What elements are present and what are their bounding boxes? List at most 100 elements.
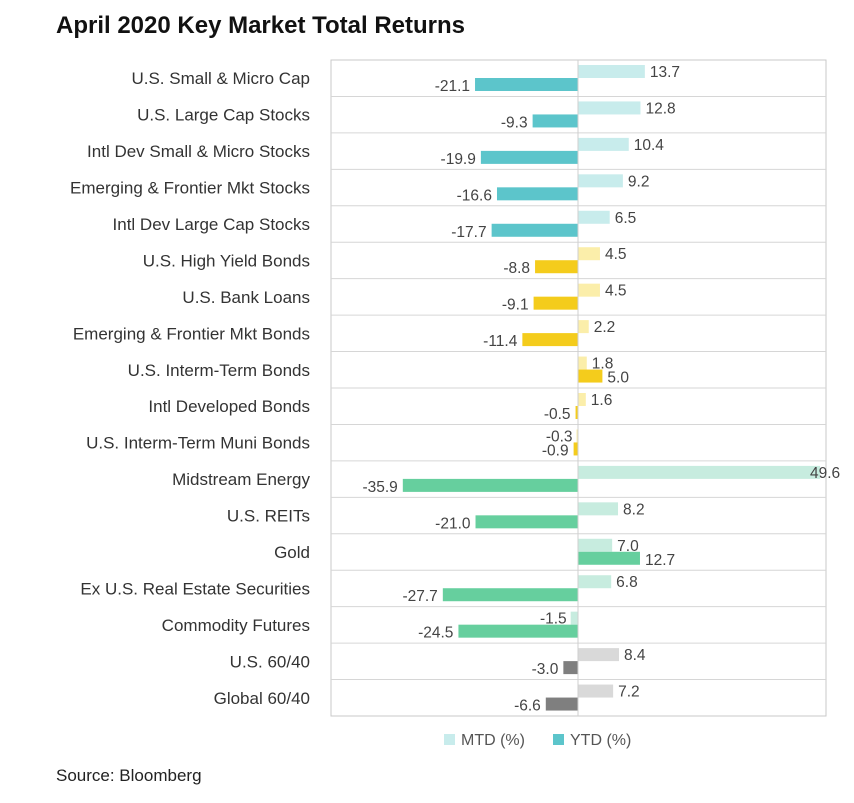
category-label-u-s-reits: U.S. REITs bbox=[227, 507, 310, 526]
label-mtd-u-s-large-cap-stocks: 12.8 bbox=[645, 100, 675, 117]
bar-mtd-u-s-small-and-micro-cap bbox=[578, 65, 645, 78]
bar-ytd-u-s-high-yield-bonds bbox=[535, 260, 578, 274]
legend-swatch-mtd bbox=[444, 734, 455, 745]
label-ytd-intl-dev-large-cap-stocks: -17.7 bbox=[451, 224, 486, 241]
label-mtd-intl-dev-large-cap-stocks: 6.5 bbox=[615, 210, 637, 227]
category-label-global-60-40: Global 60/40 bbox=[214, 689, 310, 708]
bar-mtd-emerging-and-frontier-mkt-stocks bbox=[578, 174, 623, 188]
label-mtd-u-s-bank-loans: 4.5 bbox=[605, 283, 627, 300]
bar-mtd-ex-u-s-real-estate-securities bbox=[578, 575, 612, 589]
label-ytd-intl-developed-bonds: -0.5 bbox=[544, 406, 571, 423]
bar-mtd-u-s-high-yield-bonds bbox=[578, 247, 600, 261]
bar-mtd-u-s-interm-term-muni-bonds bbox=[576, 429, 578, 443]
bar-ytd-u-s-small-and-micro-cap bbox=[475, 78, 578, 91]
legend-swatch-ytd bbox=[553, 734, 564, 745]
label-ytd-ex-u-s-real-estate-securities: -27.7 bbox=[402, 588, 437, 605]
label-mtd-u-s-60-40: 8.4 bbox=[624, 647, 646, 664]
label-mtd-intl-dev-small-and-micro-stocks: 10.4 bbox=[634, 137, 665, 154]
category-label-ex-u-s-real-estate-securities: Ex U.S. Real Estate Securities bbox=[80, 579, 310, 598]
label-mtd-u-s-reits: 8.2 bbox=[623, 501, 645, 518]
bar-mtd-u-s-60-40 bbox=[578, 648, 619, 662]
label-mtd-u-s-interm-term-bonds: 1.8 bbox=[592, 356, 614, 373]
label-ytd-u-s-bank-loans: -9.1 bbox=[502, 297, 529, 314]
label-mtd-midstream-energy: 49.6 bbox=[810, 465, 840, 482]
bar-mtd-u-s-reits bbox=[578, 502, 619, 516]
label-mtd-commodity-futures: -1.5 bbox=[540, 611, 567, 628]
bar-ytd-intl-dev-small-and-micro-stocks bbox=[480, 150, 578, 164]
label-ytd-emerging-and-frontier-mkt-bonds: -11.4 bbox=[483, 333, 518, 350]
bar-mtd-intl-developed-bonds bbox=[578, 393, 586, 406]
bar-ytd-emerging-and-frontier-mkt-bonds bbox=[522, 333, 578, 347]
bar-mtd-u-s-large-cap-stocks bbox=[578, 101, 641, 115]
bar-mtd-intl-dev-small-and-micro-stocks bbox=[578, 137, 629, 151]
source-note: Source: Bloomberg bbox=[56, 766, 202, 785]
label-mtd-gold: 7.0 bbox=[617, 538, 639, 555]
legend-label-mtd: MTD (%) bbox=[461, 732, 525, 749]
category-label-intl-dev-small-and-micro-stocks: Intl Dev Small & Micro Stocks bbox=[87, 142, 310, 161]
bar-mtd-u-s-bank-loans bbox=[578, 283, 600, 297]
legend-label-ytd: YTD (%) bbox=[570, 732, 631, 749]
label-mtd-u-s-interm-term-muni-bonds: -0.3 bbox=[546, 428, 573, 445]
bar-mtd-u-s-interm-term-bonds bbox=[578, 356, 587, 370]
category-labels: U.S. Small & Micro Cap U.S. Large Cap Sto… bbox=[70, 69, 310, 708]
bar-mtd-intl-dev-large-cap-stocks bbox=[578, 210, 610, 224]
label-mtd-u-s-high-yield-bonds: 4.5 bbox=[605, 246, 627, 263]
label-mtd-u-s-small-and-micro-cap: 13.7 bbox=[650, 64, 680, 81]
category-label-intl-dev-large-cap-stocks: Intl Dev Large Cap Stocks bbox=[113, 215, 310, 234]
label-ytd-intl-dev-small-and-micro-stocks: -19.9 bbox=[441, 151, 476, 168]
label-ytd-u-s-interm-term-muni-bonds: -0.9 bbox=[542, 442, 569, 459]
label-mtd-emerging-and-frontier-mkt-stocks: 9.2 bbox=[628, 173, 650, 190]
label-ytd-gold: 12.7 bbox=[645, 552, 675, 569]
category-label-gold: Gold bbox=[274, 543, 310, 562]
bar-ytd-u-s-interm-term-muni-bonds bbox=[573, 442, 578, 456]
label-mtd-ex-u-s-real-estate-securities: 6.8 bbox=[616, 574, 638, 591]
bar-mtd-emerging-and-frontier-mkt-bonds bbox=[578, 320, 589, 334]
category-label-u-s-high-yield-bonds: U.S. High Yield Bonds bbox=[143, 251, 310, 270]
label-ytd-emerging-and-frontier-mkt-stocks: -16.6 bbox=[457, 187, 492, 204]
bar-mtd-midstream-energy bbox=[578, 465, 821, 479]
bar-ytd-intl-developed-bonds bbox=[575, 406, 578, 419]
label-ytd-u-s-reits: -21.0 bbox=[435, 515, 471, 532]
bars bbox=[402, 65, 821, 711]
category-label-u-s-bank-loans: U.S. Bank Loans bbox=[182, 288, 310, 307]
label-ytd-u-s-large-cap-stocks: -9.3 bbox=[501, 114, 528, 131]
bar-ytd-u-s-bank-loans bbox=[533, 296, 578, 310]
category-label-midstream-energy: Midstream Energy bbox=[172, 470, 310, 489]
bar-ytd-intl-dev-large-cap-stocks bbox=[491, 223, 578, 237]
bar-ytd-u-s-interm-term-bonds bbox=[578, 369, 603, 383]
category-label-commodity-futures: Commodity Futures bbox=[162, 616, 310, 635]
category-label-emerging-and-frontier-mkt-bonds: Emerging & Frontier Mkt Bonds bbox=[73, 324, 310, 343]
label-mtd-emerging-and-frontier-mkt-bonds: 2.2 bbox=[594, 319, 616, 336]
bar-ytd-commodity-futures bbox=[458, 624, 578, 638]
chart-title: April 2020 Key Market Total Returns bbox=[56, 12, 466, 39]
bar-ytd-u-s-60-40 bbox=[563, 661, 578, 675]
label-ytd-commodity-futures: -24.5 bbox=[418, 625, 453, 642]
bar-ytd-u-s-reits bbox=[475, 515, 578, 529]
bar-ytd-gold bbox=[578, 551, 640, 565]
category-label-u-s-interm-term-bonds: U.S. Interm-Term Bonds bbox=[128, 361, 310, 380]
label-ytd-u-s-60-40: -3.0 bbox=[532, 661, 559, 678]
label-ytd-global-60-40: -6.6 bbox=[514, 698, 541, 715]
label-mtd-global-60-40: 7.2 bbox=[618, 684, 640, 701]
category-label-u-s-interm-term-muni-bonds: U.S. Interm-Term Muni Bonds bbox=[86, 434, 310, 453]
bar-ytd-u-s-large-cap-stocks bbox=[532, 114, 578, 128]
value-labels: 13.7 -21.1 12.8 -9.3 10.4 -19.9 9.2 -16.6 6.5 -17… bbox=[362, 64, 840, 715]
label-ytd-midstream-energy: -35.9 bbox=[362, 479, 397, 496]
bar-ytd-ex-u-s-real-estate-securities bbox=[442, 588, 578, 602]
category-label-emerging-and-frontier-mkt-stocks: Emerging & Frontier Mkt Stocks bbox=[70, 179, 310, 198]
label-ytd-u-s-interm-term-bonds: 5.0 bbox=[607, 370, 629, 387]
bar-ytd-emerging-and-frontier-mkt-stocks bbox=[496, 187, 578, 201]
bar-mtd-commodity-futures bbox=[570, 611, 578, 625]
category-label-u-s-large-cap-stocks: U.S. Large Cap Stocks bbox=[137, 106, 310, 125]
bar-ytd-midstream-energy bbox=[402, 478, 578, 492]
category-label-u-s-60-40: U.S. 60/40 bbox=[230, 652, 310, 671]
legend: MTD (%) YTD (%) bbox=[444, 732, 631, 749]
bar-mtd-global-60-40 bbox=[578, 684, 614, 698]
bar-mtd-gold bbox=[578, 538, 613, 552]
label-ytd-u-s-small-and-micro-cap: -21.1 bbox=[435, 78, 470, 95]
bar-ytd-global-60-40 bbox=[545, 697, 578, 711]
label-mtd-intl-developed-bonds: 1.6 bbox=[591, 392, 613, 409]
category-label-intl-developed-bonds: Intl Developed Bonds bbox=[148, 397, 310, 416]
category-label-u-s-small-and-micro-cap: U.S. Small & Micro Cap bbox=[131, 69, 310, 88]
